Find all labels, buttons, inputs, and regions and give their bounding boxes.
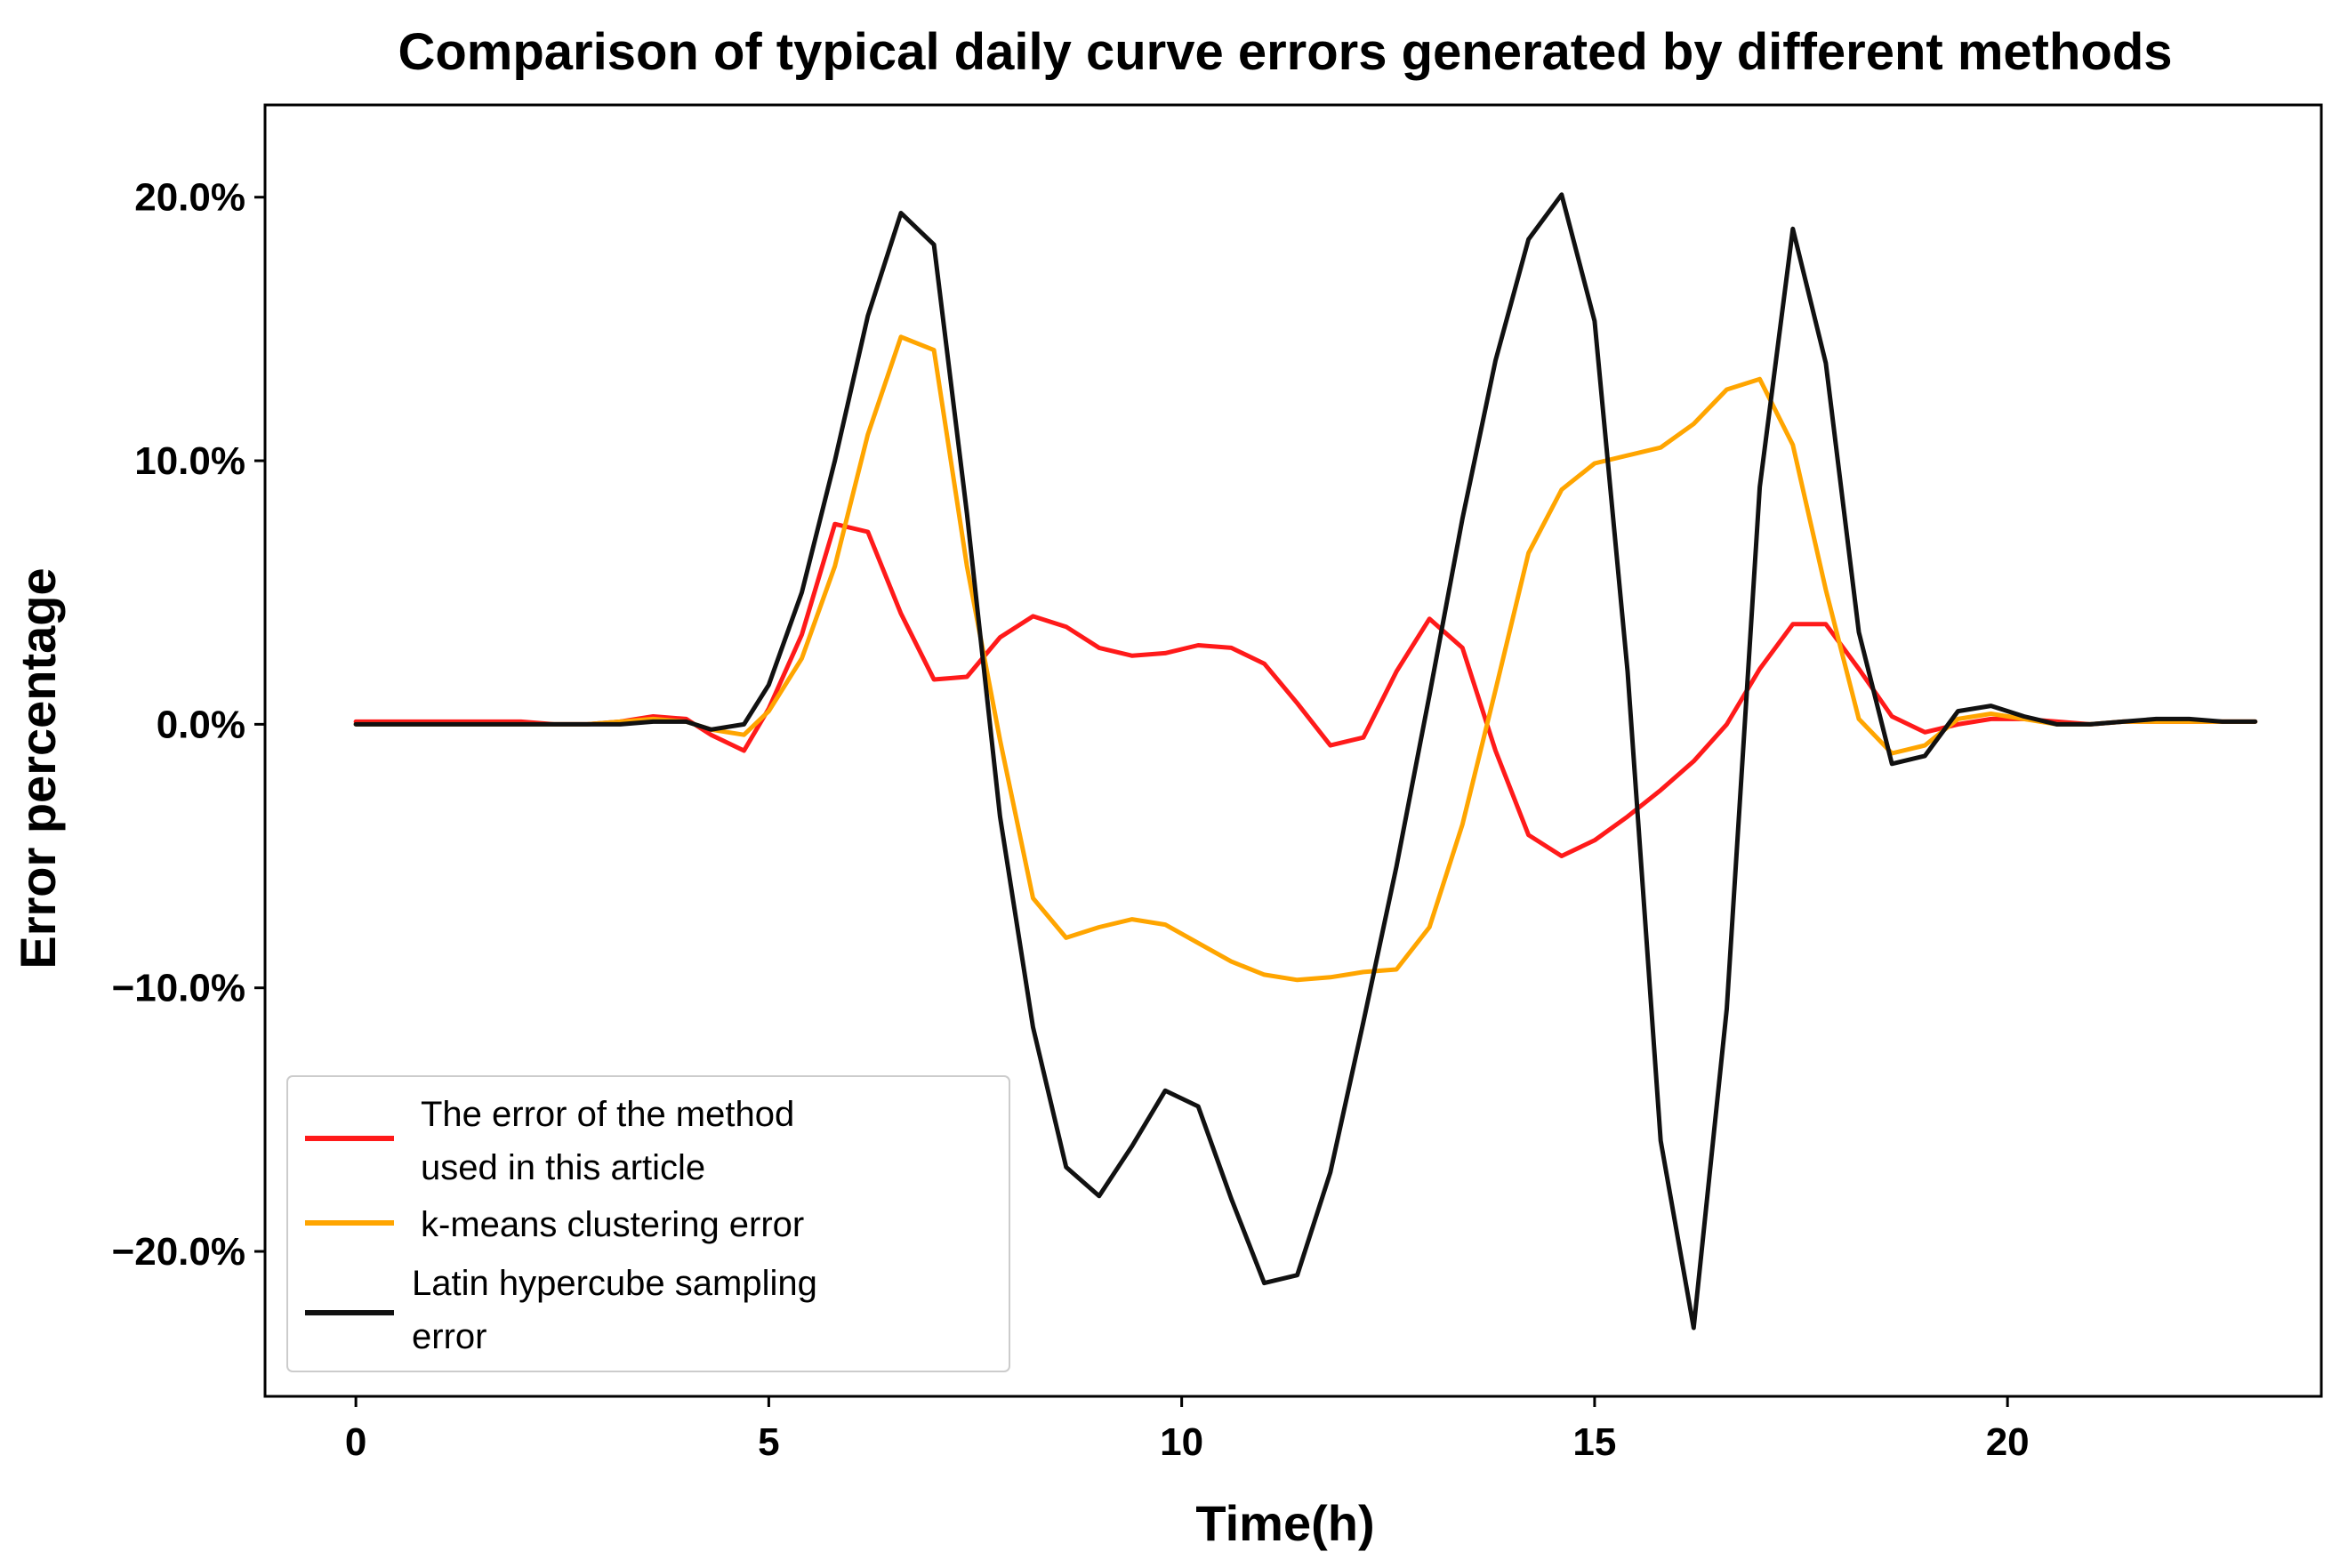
- legend-box: [286, 1075, 1010, 1372]
- legend-label-method-line2: used in this article: [421, 1148, 705, 1187]
- x-axis: 0 5 10 15 20: [345, 1396, 2030, 1464]
- y-tick-label-3: −10.0%: [112, 967, 245, 1010]
- x-axis-label: Time(h): [1195, 1495, 1374, 1551]
- x-tick-label-0: 0: [345, 1420, 366, 1464]
- series-method-line: [353, 521, 2258, 858]
- legend-label-lhs-line2: error: [412, 1317, 486, 1356]
- y-tick-label-2: 0.0%: [157, 703, 245, 746]
- legend: The error of the method used in this art…: [286, 1075, 1010, 1372]
- y-tick-label-4: −20.0%: [112, 1230, 245, 1274]
- chart-title: Comparison of typical daily curve errors…: [398, 23, 2172, 81]
- x-tick-label-4: 20: [1986, 1420, 2030, 1464]
- series-lhs-line: [353, 192, 2258, 1331]
- legend-label-method-line1: The error of the method: [421, 1095, 794, 1134]
- y-axis: 20.0% 10.0% 0.0% −10.0% −20.0%: [112, 176, 265, 1274]
- series-layer: [353, 192, 2258, 1331]
- x-tick-label-2: 10: [1160, 1420, 1203, 1464]
- y-axis-label: Error percentage: [10, 567, 66, 969]
- y-tick-label-0: 20.0%: [134, 176, 245, 220]
- y-tick-label-1: 10.0%: [134, 439, 245, 483]
- x-tick-label-3: 15: [1572, 1420, 1616, 1464]
- x-tick-label-1: 5: [758, 1420, 779, 1464]
- legend-label-kmeans: k-means clustering error: [421, 1205, 804, 1244]
- legend-label-lhs-line1: Latin hypercube sampling: [412, 1264, 817, 1303]
